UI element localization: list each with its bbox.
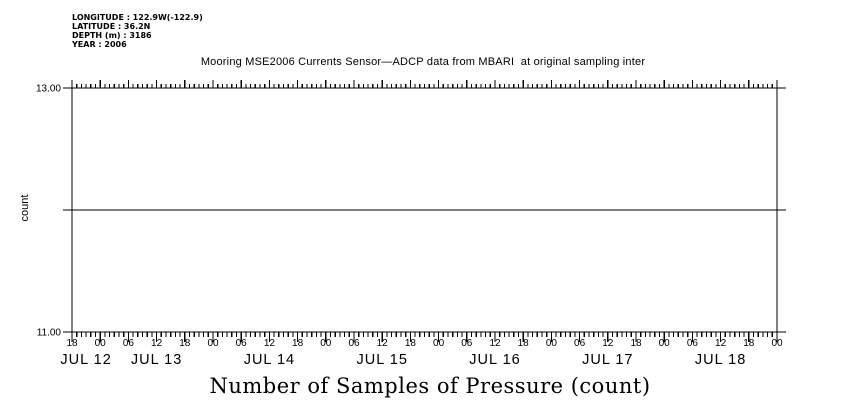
- svg-text:18: 18: [743, 338, 755, 349]
- svg-text:06: 06: [461, 338, 473, 349]
- svg-text:00: 00: [320, 338, 332, 349]
- svg-text:JUL 13: JUL 13: [131, 352, 182, 368]
- svg-text:18: 18: [179, 338, 191, 349]
- svg-text:13.00: 13.00: [36, 84, 61, 95]
- svg-text:00: 00: [207, 338, 219, 349]
- svg-text:18: 18: [405, 338, 417, 349]
- svg-text:12: 12: [602, 338, 614, 349]
- svg-text:JUL 15: JUL 15: [356, 352, 407, 368]
- metadata-latitude: LATITUDE : 36.2N: [72, 22, 151, 31]
- svg-text:06: 06: [348, 338, 360, 349]
- svg-text:JUL 14: JUL 14: [244, 352, 295, 368]
- metadata-depth: DEPTH (m) : 3186: [72, 31, 152, 40]
- svg-text:06: 06: [236, 338, 248, 349]
- svg-text:18: 18: [292, 338, 304, 349]
- metadata-year: YEAR : 2006: [72, 40, 127, 49]
- svg-text:00: 00: [95, 338, 107, 349]
- hour-tick-labels: 18 00 06 12 18 00 06 12 18 00 06 12 18 00 06 12 18 00 06 12…: [66, 338, 783, 349]
- y-tick-labels: 13.00 11.00: [36, 84, 61, 339]
- svg-text:12: 12: [264, 338, 276, 349]
- chart-title: Mooring MSE2006 Currents Sensor—ADCP dat…: [200, 56, 646, 68]
- svg-text:18: 18: [66, 338, 78, 349]
- svg-text:00: 00: [433, 338, 445, 349]
- svg-text:12: 12: [715, 338, 727, 349]
- svg-text:12: 12: [151, 338, 163, 349]
- svg-text:06: 06: [574, 338, 586, 349]
- svg-text:06: 06: [123, 338, 135, 349]
- x-axis-title: Number of Samples of Pressure (count): [209, 374, 651, 398]
- svg-text:JUL 12: JUL 12: [60, 352, 111, 368]
- svg-text:00: 00: [546, 338, 558, 349]
- svg-text:JUL 18: JUL 18: [695, 352, 746, 368]
- x-ticks: [71, 80, 778, 342]
- svg-text:00: 00: [771, 338, 783, 349]
- day-labels: JUL 12 JUL 13 JUL 14 JUL 15 JUL 16 JUL 17 JUL …: [60, 352, 746, 368]
- svg-text:12: 12: [489, 338, 501, 349]
- svg-text:18: 18: [518, 338, 530, 349]
- svg-text:11.00: 11.00: [37, 328, 62, 339]
- svg-text:00: 00: [659, 338, 671, 349]
- svg-text:18: 18: [630, 338, 642, 349]
- svg-text:12: 12: [377, 338, 389, 349]
- svg-text:06: 06: [687, 338, 699, 349]
- metadata-longitude: LONGITUDE : 122.9W(-122.9): [72, 13, 203, 22]
- y-ticks: [63, 87, 786, 333]
- svg-text:JUL 17: JUL 17: [582, 352, 633, 368]
- station-metadata: LONGITUDE : 122.9W(-122.9) LATITUDE : 36…: [72, 13, 203, 49]
- svg-text:JUL 16: JUL 16: [469, 352, 520, 368]
